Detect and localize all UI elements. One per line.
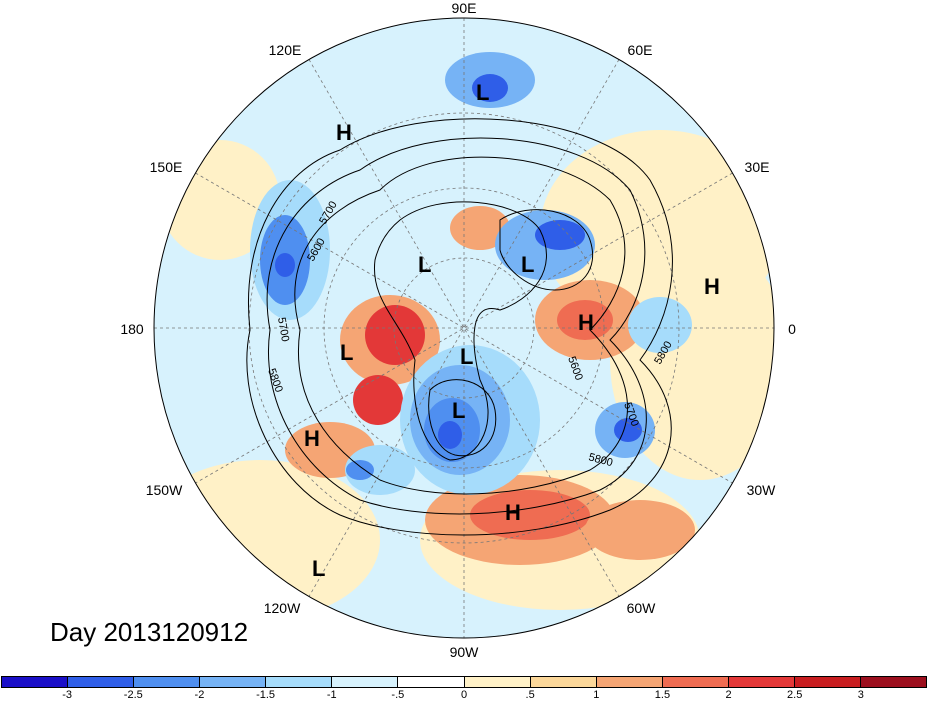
high-center: H [505, 500, 521, 525]
colorbar [1, 676, 927, 688]
high-center: H [704, 274, 720, 299]
colorbar-label: -1 [326, 689, 337, 701]
colorbar-swatch [266, 677, 333, 687]
graticule [154, 18, 774, 638]
colorbar-label: -3 [62, 689, 73, 701]
colorbar-swatch [332, 677, 399, 687]
colorbar-swatch [68, 677, 135, 687]
colorbar-swatch [398, 677, 465, 687]
colorbar-swatch [861, 677, 927, 687]
lon-label-30w: 30W [746, 482, 776, 498]
colorbar-label: 1 [593, 689, 600, 701]
lon-label-60e: 60E [627, 42, 653, 58]
lon-label-30e: 30E [744, 159, 770, 175]
low-center: L [340, 340, 353, 365]
height-contours [246, 118, 673, 536]
map-boundary [153, 17, 775, 639]
low-center: L [476, 80, 489, 105]
lon-label-90w: 90W [449, 644, 479, 660]
lon-label-0: 0 [788, 321, 796, 337]
colorbar-label: 0 [460, 689, 468, 701]
colorbar-label: -1.5 [256, 689, 276, 701]
contour-label: 5700 [275, 316, 291, 342]
lon-label-150w: 150W [145, 482, 183, 498]
anomaly-field [154, 18, 774, 638]
low-center: L [418, 252, 431, 277]
lon-label-120e: 120E [268, 42, 302, 58]
lon-label-120w: 120W [263, 600, 301, 616]
lon-label-150e: 150E [149, 159, 183, 175]
lon-label-180: 180 [120, 321, 144, 337]
colorbar-swatch [662, 677, 729, 687]
high-center: H [336, 120, 352, 145]
colorbar-swatch [200, 677, 267, 687]
colorbar-swatch [464, 677, 531, 687]
colorbar-label: -2.5 [123, 689, 143, 701]
colorbar-label: -.5 [391, 689, 405, 701]
lon-label-90e: 90E [451, 0, 477, 16]
colorbar-label: 2.5 [787, 689, 803, 701]
colorbar-swatch [728, 677, 795, 687]
lon-label-60w: 60W [626, 600, 656, 616]
colorbar-swatch [2, 677, 69, 687]
colorbar-label: .5 [525, 689, 535, 701]
contour-labels: 5600 5700 5800 5600 5700 5800 5700 5800 [265, 199, 675, 469]
low-center: L [521, 252, 534, 277]
high-center: H [578, 310, 594, 335]
colorbar-swatch [530, 677, 597, 687]
colorbar-label: 1.5 [654, 689, 671, 701]
colorbar-swatch [794, 677, 862, 687]
polar-map: 5600 5700 5800 5600 5700 5800 5700 5800 … [153, 17, 775, 639]
day-title: Day 2013120912 [50, 617, 249, 647]
colorbar-label: -2 [194, 689, 205, 701]
pressure-centers: L H L L H H L L L H H L [304, 80, 720, 581]
colorbar-swatch [134, 677, 201, 687]
colorbar-label: 2 [725, 689, 732, 701]
colorbar-label: 3 [857, 689, 864, 701]
low-center: L [312, 556, 325, 581]
low-center: L [460, 344, 473, 369]
low-center: L [452, 398, 465, 423]
colorbar-swatch [596, 677, 663, 687]
high-center: H [304, 426, 320, 451]
